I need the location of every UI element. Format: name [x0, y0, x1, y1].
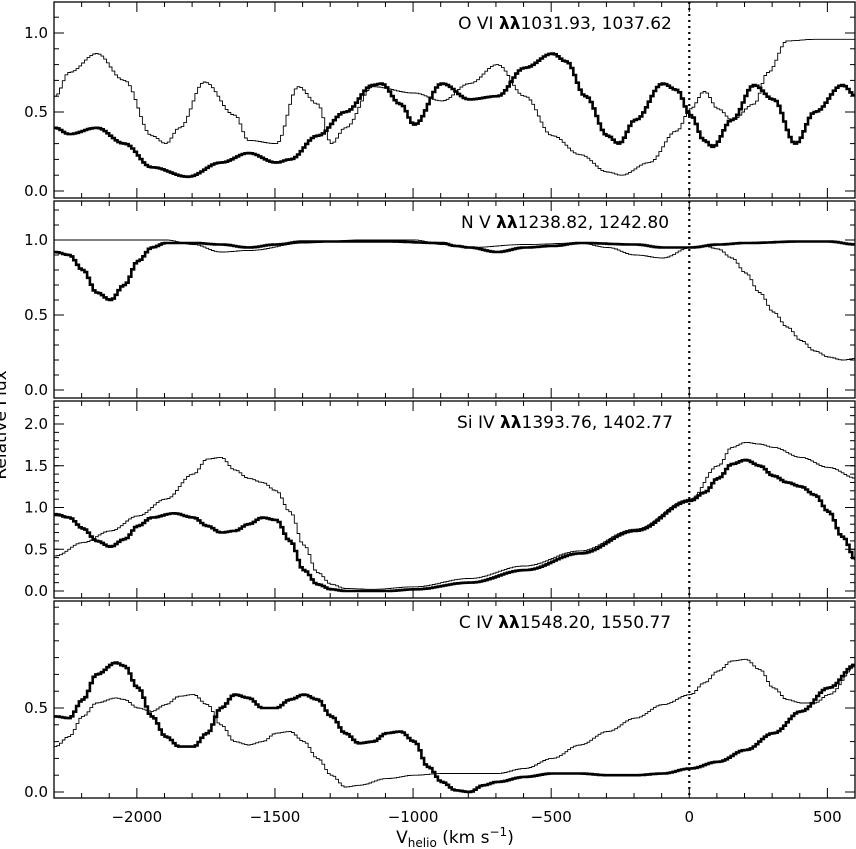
y-tick-label: 0.0 [24, 381, 48, 399]
panel-4: 0.0 0.5 C IV λλ1548.20, 1550.77 [24, 600, 856, 801]
panel-title-lambda: λλ [500, 413, 522, 433]
x-axis-label-exponent: −1 [490, 825, 508, 839]
y-tick-label: 0.5 [24, 540, 48, 558]
panel-title-ion: C IV [459, 613, 498, 633]
panel-title-ion: N V [461, 213, 496, 233]
panel-title-wavelengths: 1238.82, 1242.80 [518, 213, 669, 233]
y-tick-label: 0.5 [24, 699, 48, 717]
panel-frame [53, 200, 856, 399]
panel-title: C IV λλ1548.20, 1550.77 [459, 613, 671, 633]
series-line-thin [54, 441, 855, 590]
series-line-thin [54, 658, 855, 788]
series-line-thick [54, 661, 855, 794]
x-tick-label: −1500 [250, 808, 301, 826]
x-tick-label: −1000 [388, 808, 439, 826]
panel-title-ion: O VI [458, 14, 499, 34]
panel-title-lambda: λλ [499, 14, 521, 34]
panel-title: O VI λλ1031.93, 1037.62 [458, 14, 672, 34]
x-axis: −2000 −1500 −1000 −500 0 500 [111, 808, 841, 826]
x-tick-label: 0 [685, 808, 695, 826]
y-axis-label: Relative Flux [0, 370, 11, 479]
y-tick-label: 0.0 [24, 182, 48, 200]
panel-frame [53, 400, 856, 599]
x-axis-label-close: ) [507, 828, 514, 848]
panel-frame [53, 600, 856, 799]
panel-title-wavelengths: 1031.93, 1037.62 [520, 14, 671, 34]
x-tick-label: −500 [531, 808, 572, 826]
y-tick-label: 2.0 [24, 415, 48, 433]
x-axis-label-main: V [396, 828, 408, 848]
y-tick-label: 0.0 [24, 783, 48, 801]
panel-frame [53, 1, 856, 199]
y-tick-label: 1.0 [24, 24, 48, 42]
panel-title: N V λλ1238.82, 1242.80 [461, 213, 669, 233]
panel-title-lambda: λλ [498, 613, 520, 633]
series-line-thin [54, 239, 855, 361]
panels-group: 0.00.51.0 O VI λλ1031.93, 1037.620.00.51.… [24, 1, 856, 801]
panel-title-wavelengths: 1393.76, 1402.77 [522, 413, 673, 433]
y-tick-label: 1.0 [24, 499, 48, 517]
x-axis-label-units: (km s [437, 828, 490, 848]
y-tick-label: 1.0 [24, 231, 48, 249]
panel-title-ion: Si IV [457, 413, 500, 433]
series-line-thin [54, 38, 855, 176]
series-line-thick [54, 52, 855, 179]
panel-3: 0.0 0.5 1.0 1.5 2.0 Si IV λλ1393.76, 1402.77 [24, 400, 856, 600]
x-tick-label: 500 [813, 808, 842, 826]
panel-title-wavelengths: 1548.20, 1550.77 [520, 613, 671, 633]
panel-1: 0.0 0.5 1.0 O VI λλ1031.93, 1037.62 [24, 1, 856, 200]
x-axis-label: Vhelio (km s−1) [396, 825, 514, 849]
panel-title-lambda: λλ [496, 213, 518, 233]
panel-2: 0.0 0.5 1.0 N V λλ1238.82, 1242.80 [24, 200, 856, 399]
y-tick-label: 0.5 [24, 103, 48, 121]
y-tick-label: 0.0 [24, 582, 48, 600]
x-tick-label: −2000 [111, 808, 162, 826]
y-tick-label: 0.5 [24, 306, 48, 324]
series-line-thick [54, 240, 855, 302]
panel-title: Si IV λλ1393.76, 1402.77 [457, 413, 673, 433]
y-tick-label: 1.5 [24, 457, 48, 475]
series-line-thick [54, 458, 855, 593]
x-axis-label-sub: helio [408, 836, 437, 849]
